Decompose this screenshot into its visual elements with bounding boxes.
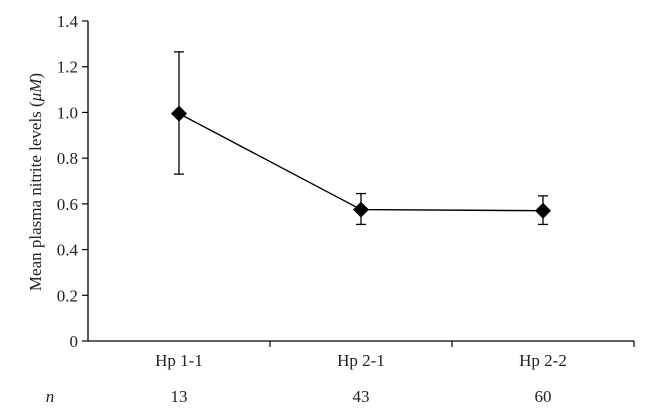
y-tick-label: 0.2 <box>57 286 78 305</box>
x-tick-label: Hp 2-2 <box>519 351 567 370</box>
error-bars <box>174 51 548 226</box>
x-axis-ticks: Hp 1-1 Hp 2-1 Hp 2-2 <box>155 341 635 370</box>
data-markers <box>171 105 551 219</box>
n-value: 43 <box>353 387 370 406</box>
y-tick-label: 1.0 <box>57 103 78 122</box>
n-row-label: n <box>46 387 55 406</box>
y-tick-label: 0 <box>70 332 79 351</box>
y-axis-ticks: 0 0.2 0.4 0.6 0.8 1.0 1.2 1.4 <box>57 12 88 351</box>
diamond-marker <box>535 202 551 219</box>
diamond-marker <box>171 105 187 122</box>
y-tick-label: 1.4 <box>57 12 79 31</box>
axes <box>87 21 634 342</box>
diamond-marker <box>353 201 369 218</box>
y-tick-label: 0.6 <box>57 195 78 214</box>
y-tick-label: 0.8 <box>57 149 78 168</box>
x-tick-label: Hp 2-1 <box>337 351 385 370</box>
y-axis-label: Mean plasma nitrite levels (μM) <box>26 73 45 291</box>
sample-size-row: n 13 43 60 <box>46 387 552 406</box>
x-tick-label: Hp 1-1 <box>155 351 203 370</box>
n-value: 13 <box>171 387 188 406</box>
y-label-unit: μM <box>26 78 45 103</box>
y-tick-label: 0.4 <box>57 241 79 260</box>
y-label-text: Mean plasma nitrite levels ( <box>26 101 45 291</box>
n-value: 60 <box>535 387 552 406</box>
y-label-close: ) <box>26 73 45 79</box>
y-tick-label: 1.2 <box>57 58 78 77</box>
